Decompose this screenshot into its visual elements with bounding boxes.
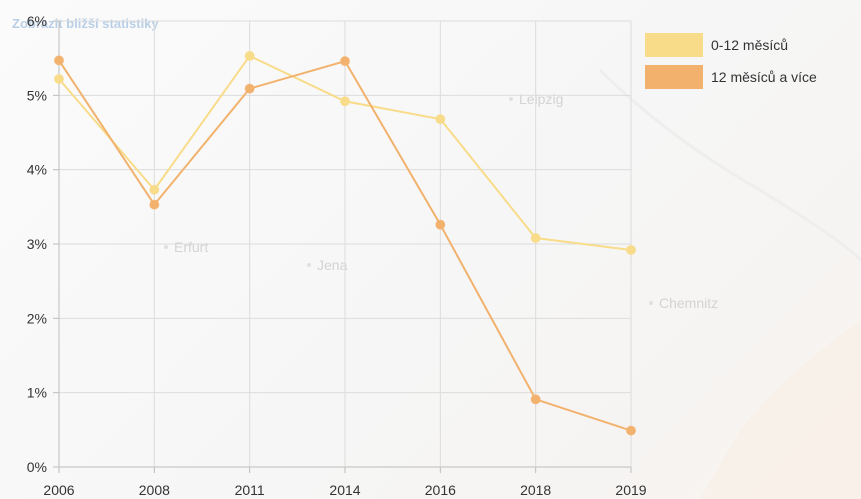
grid [58,20,632,468]
y-tick-label: 5% [27,87,47,103]
data-point[interactable] [340,96,350,107]
data-point[interactable] [149,199,160,210]
map-label-leipzig: Leipzig [519,91,563,107]
series-0 [54,50,636,255]
legend-label[interactable]: 0-12 měsíců [711,37,788,53]
data-point[interactable] [530,233,541,244]
data-point[interactable] [435,114,446,125]
y-tick-label: 2% [27,310,47,326]
map-border [598,68,861,262]
data-point[interactable] [244,83,255,94]
subtitle-link[interactable]: Zobrazit bližší statistiky [12,16,159,31]
legend-swatch[interactable] [645,65,703,89]
y-tick-label: 3% [27,236,47,252]
series-layer [54,50,636,436]
x-tick-label: 2006 [43,482,74,498]
series-1 [54,55,636,436]
map-label-chemnitz: Chemnitz [659,295,718,311]
data-point[interactable] [54,55,64,66]
background-map: Leipzig Erfurt Jena Chemnitz [164,68,861,499]
data-point[interactable] [435,219,446,230]
y-tick-label: 4% [27,162,47,178]
x-tick-label: 2018 [520,482,551,498]
data-point[interactable] [340,56,350,67]
legend-label[interactable]: 12 měsíců a více [711,69,817,85]
data-point[interactable] [626,425,636,436]
x-tick-label: 2019 [615,482,646,498]
map-city-dot [307,263,311,267]
map-label-jena: Jena [317,257,348,273]
axes: 0% 1% 2% 3% 4% 5% 6% 2006 2008 2011 2014 2016 2018 20… [27,13,647,498]
map-city-dot [649,301,653,305]
map-city-dot [509,97,513,101]
map-city-dot [164,245,168,249]
x-tick-label: 2014 [329,482,360,498]
data-point[interactable] [244,50,255,61]
data-point[interactable] [530,394,541,405]
legend: 0-12 měsíců 12 měsíců a více [645,33,817,89]
y-tick-label: 1% [27,385,47,401]
y-tick-label: 6% [27,13,47,29]
y-tick-label: 0% [27,459,47,475]
x-tick-label: 2016 [425,482,456,498]
x-tick-label: 2011 [235,482,265,498]
x-tick-label: 2008 [139,482,170,498]
map-border [700,320,861,499]
data-point[interactable] [54,73,64,84]
legend-swatch[interactable] [645,33,703,57]
data-point[interactable] [149,184,160,195]
data-point[interactable] [626,244,636,255]
map-label-erfurt: Erfurt [174,239,208,255]
